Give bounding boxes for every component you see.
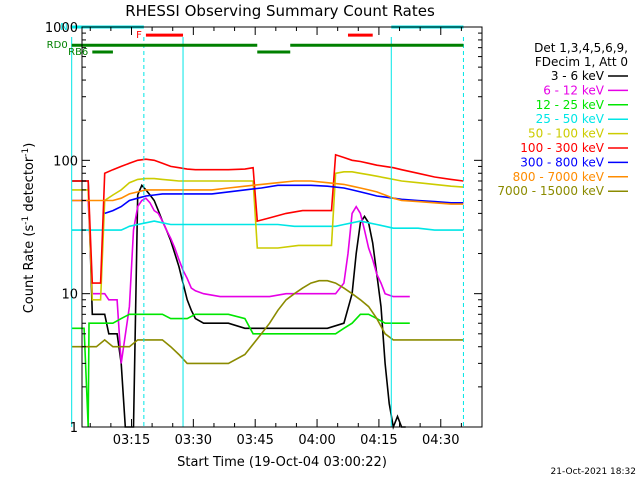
ticks-layer: 1 10 100 1000 03:15 03:30 03:45 04:00 04:15 04:30 bbox=[45, 21, 482, 448]
y-axis-title-close: ) bbox=[22, 143, 37, 148]
series-layer bbox=[71, 153, 464, 430]
y-tick-label: 1 bbox=[70, 421, 78, 436]
x-tick-label: 04:30 bbox=[422, 433, 459, 448]
series-line-9 bbox=[71, 279, 464, 365]
y-tick-label: 10 bbox=[61, 288, 78, 303]
series-line-6 bbox=[71, 153, 464, 284]
plot-frame bbox=[81, 26, 483, 428]
footer-date: 21-Oct-2021 18:32 bbox=[551, 467, 636, 477]
y-axis-title-main: Count Rate (s bbox=[22, 225, 37, 314]
x-tick-label: 03:30 bbox=[175, 433, 212, 448]
legend-label-6: 100 - 300 keV bbox=[520, 141, 604, 155]
y-axis-title-sup2: -1 bbox=[21, 148, 31, 157]
flag-label-n: N bbox=[60, 22, 67, 33]
flag-label-rd0: RD0 bbox=[47, 40, 68, 51]
flag-label-rb6: RB6 bbox=[68, 47, 88, 58]
x-axis-title: Start Time (19-Oct-04 03:00:22) bbox=[177, 455, 387, 470]
series-line-2 bbox=[71, 197, 410, 364]
legend-label-5: 50 - 100 keV bbox=[528, 127, 605, 141]
series-line-1 bbox=[71, 180, 406, 430]
series-line-4 bbox=[71, 220, 464, 231]
legend-label-2: 6 - 12 keV bbox=[543, 83, 605, 97]
x-tick-label: 04:00 bbox=[298, 433, 335, 448]
chart-title: RHESSI Observing Summary Count Rates bbox=[125, 2, 435, 20]
legend-label-3: 12 - 25 keV bbox=[536, 98, 605, 112]
y-axis-title-sup: -1 bbox=[21, 216, 31, 225]
y-axis-title: Count Rate (s-1 detector-1) bbox=[21, 143, 37, 314]
series-line-3 bbox=[71, 313, 410, 428]
series-line-5 bbox=[71, 171, 464, 301]
y-tick-label: 100 bbox=[53, 154, 78, 169]
flag-label-f: F bbox=[136, 30, 142, 41]
legend-header-line-2: FDecim 1, Att 0 bbox=[535, 55, 628, 69]
legend-label-1: 3 - 6 keV bbox=[551, 69, 605, 83]
legend-label-9: 7000 - 15000 keV bbox=[497, 184, 604, 198]
y-tick-label: 1000 bbox=[45, 21, 78, 36]
legend-label-4: 25 - 50 keV bbox=[536, 112, 605, 126]
legend-header-line-1: Det 1,3,4,5,6,9, bbox=[534, 41, 628, 55]
y-axis-title-mid: detector bbox=[22, 156, 37, 216]
legend-label-8: 800 - 7000 keV bbox=[513, 170, 605, 184]
x-tick-label: 03:15 bbox=[113, 433, 150, 448]
legend: Det 1,3,4,5,6,9, FDecim 1, Att 0 3 - 6 k… bbox=[497, 41, 628, 198]
x-tick-label: 04:15 bbox=[360, 433, 397, 448]
series-line-8 bbox=[71, 180, 464, 205]
x-tick-label: 03:45 bbox=[236, 433, 273, 448]
legend-label-7: 300 - 800 keV bbox=[520, 155, 604, 169]
